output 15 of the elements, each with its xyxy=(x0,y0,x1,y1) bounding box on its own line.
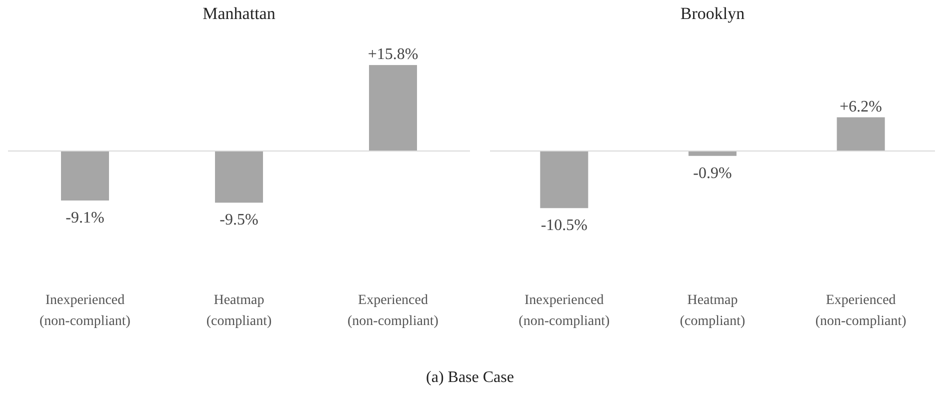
x-tick-label: Experienced (non-compliant) xyxy=(815,293,907,329)
data-label: -9.1% xyxy=(66,210,104,227)
data-label: +6.2% xyxy=(840,98,882,116)
data-label: -9.5% xyxy=(220,212,258,229)
chart-title: Brooklyn xyxy=(680,4,746,23)
x-tick-label: Heatmap (compliant) xyxy=(206,293,272,329)
x-tick-label: Inexperienced (non-compliant) xyxy=(40,293,131,329)
x-tick-label: Heatmap (compliant) xyxy=(680,293,746,329)
x-tick-label: Inexperienced (non-compliant) xyxy=(518,293,610,329)
data-label: -0.9% xyxy=(693,164,732,182)
data-label: -10.5% xyxy=(540,217,588,234)
data-label: +15.8% xyxy=(368,46,418,64)
x-tick-label: Experienced (non-compliant) xyxy=(348,293,439,329)
chart-title: Manhattan xyxy=(202,4,276,23)
text: (a) Base Case xyxy=(426,369,514,386)
